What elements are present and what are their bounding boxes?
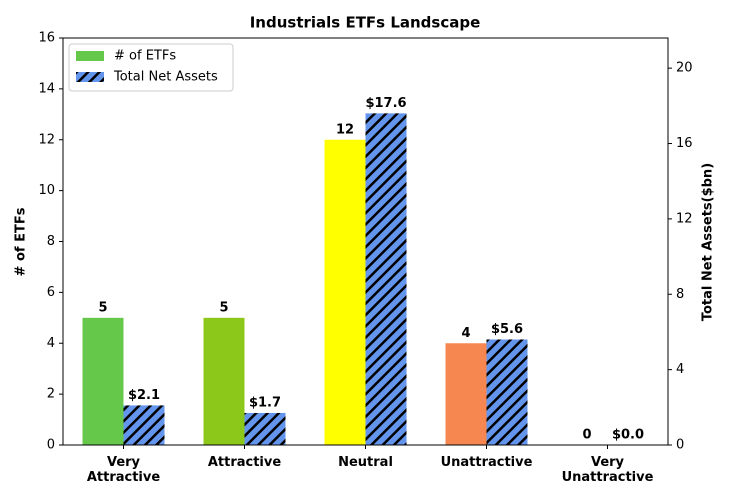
- legend-label: Total Net Assets: [113, 70, 218, 85]
- legend: # of ETFs Total Net Assets: [68, 43, 234, 92]
- y-axis-label: # of ETFs: [14, 207, 29, 276]
- x-tick-label: Very Attractive: [86, 455, 161, 485]
- bar: [244, 412, 286, 445]
- plot-frame: [62, 37, 669, 446]
- y2-tick-label: 4: [676, 362, 684, 377]
- bar: [203, 317, 245, 445]
- bar: [123, 405, 165, 445]
- y-tick-label: 14: [38, 81, 55, 96]
- value-label: $1.7: [249, 395, 281, 410]
- y-tick-label: 0: [47, 438, 55, 453]
- value-label: 5: [98, 300, 107, 315]
- y-tick-label: 4: [47, 336, 55, 351]
- value-label: $2.1: [128, 388, 160, 403]
- chart-title: Industrials ETFs Landscape: [250, 14, 481, 32]
- bar: [324, 139, 366, 445]
- value-label: 12: [336, 122, 354, 137]
- y-tick-label: 10: [38, 183, 55, 198]
- bar: [365, 113, 407, 446]
- legend-swatch: [76, 72, 104, 82]
- x-tick-label: Unattractive: [440, 455, 533, 470]
- y-tick-label: 12: [38, 132, 55, 147]
- legend-swatch: [76, 51, 104, 61]
- y2-tick-label: 16: [676, 136, 693, 151]
- value-label: 5: [219, 300, 228, 315]
- bar: [486, 339, 528, 445]
- legend-box: [68, 43, 234, 92]
- value-label: $17.6: [365, 96, 406, 111]
- y-tick-label: 6: [47, 285, 55, 300]
- y2-tick-label: 12: [676, 211, 693, 226]
- x-tick-label: Neutral: [338, 455, 393, 470]
- value-label: 0: [582, 428, 591, 443]
- x-tick-label: Very Unattractive: [561, 455, 654, 485]
- y-tick-label: 2: [47, 387, 55, 402]
- value-label: 4: [461, 326, 470, 341]
- x-tick-label: Attractive: [207, 455, 282, 470]
- y2-tick-label: 20: [676, 61, 693, 76]
- legend-label: # of ETFs: [114, 49, 176, 64]
- y-tick-label: 8: [47, 234, 55, 249]
- y2-tick-label: 0: [676, 438, 684, 453]
- y2-tick-label: 8: [676, 287, 684, 302]
- y-tick-label: 16: [38, 31, 55, 46]
- value-label: $0.0: [612, 428, 644, 443]
- bar: [82, 317, 124, 445]
- y2-axis-label: Total Net Assets($bn): [701, 163, 716, 321]
- value-label: $5.6: [491, 322, 523, 337]
- bar: [445, 343, 487, 445]
